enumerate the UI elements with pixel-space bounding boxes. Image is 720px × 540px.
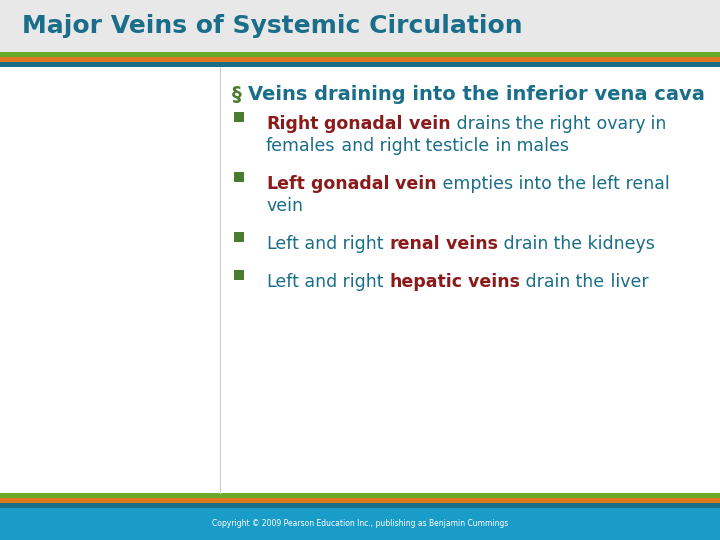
Text: vein: vein [403,115,451,133]
Text: in: in [645,115,667,133]
Text: and: and [336,137,374,155]
Text: §: § [232,85,242,104]
Text: drain: drain [498,235,548,253]
Text: the: the [570,273,605,291]
Text: right: right [544,115,590,133]
Text: hepatic: hepatic [389,273,462,291]
Text: males: males [511,137,569,155]
Bar [0,493,720,498]
Bar [0,57,720,62]
Text: Veins draining into the inferior vena cava: Veins draining into the inferior vena ca… [248,85,705,104]
Text: the: the [510,115,544,133]
Bar [234,270,244,280]
Text: and: and [299,273,337,291]
Text: right: right [337,235,384,253]
Text: kidneys: kidneys [582,235,655,253]
Bar [0,498,720,503]
Text: drain: drain [520,273,570,291]
Text: females: females [266,137,336,155]
Text: right: right [374,137,420,155]
Bar [0,67,220,493]
Bar [234,112,244,122]
Text: gonadal: gonadal [305,175,390,193]
Text: vein: vein [390,175,437,193]
Text: renal: renal [389,235,440,253]
Text: Copyright © 2009 Pearson Education Inc., publishing as Benjamin Cummings: Copyright © 2009 Pearson Education Inc.,… [212,519,508,529]
Text: empties: empties [437,175,513,193]
Text: drains: drains [451,115,510,133]
Bar [0,52,720,57]
Bar [234,232,244,242]
Bar [0,62,720,67]
Text: in: in [490,137,511,155]
Text: veins: veins [462,273,520,291]
Text: the: the [548,235,582,253]
Text: Left: Left [266,273,299,291]
Text: Major Veins of Systemic Circulation: Major Veins of Systemic Circulation [22,14,523,38]
Bar [0,503,720,508]
Text: gonadal: gonadal [318,115,403,133]
Text: ovary: ovary [590,115,645,133]
Text: and: and [299,235,337,253]
Text: right: right [337,273,384,291]
Text: Right: Right [266,115,318,133]
Text: renal: renal [620,175,670,193]
Text: Left: Left [266,235,299,253]
Text: vein: vein [266,197,303,215]
Text: into: into [513,175,552,193]
Text: Left: Left [266,175,305,193]
Bar [0,508,720,540]
Text: liver: liver [605,273,648,291]
Text: veins: veins [440,235,498,253]
Text: the: the [552,175,586,193]
Text: testicle: testicle [420,137,490,155]
Text: left: left [586,175,620,193]
Bar [0,0,720,52]
Bar [234,172,244,182]
